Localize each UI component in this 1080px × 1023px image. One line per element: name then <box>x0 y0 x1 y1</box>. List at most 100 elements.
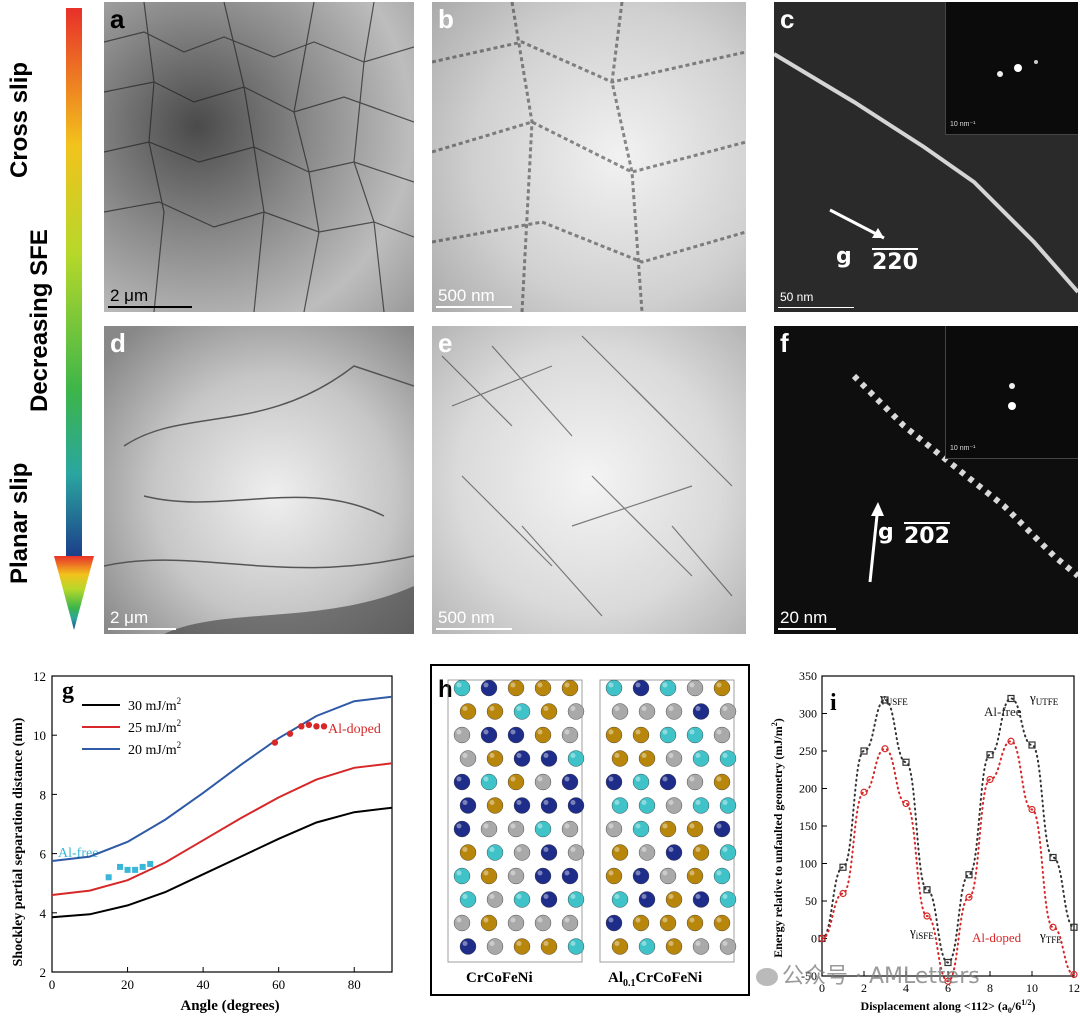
g-marker-al-doped <box>320 723 328 730</box>
panel-d-scalebar <box>108 628 176 630</box>
atom <box>659 914 677 932</box>
g-ytick-label: 6 <box>40 847 47 862</box>
atom <box>659 726 677 744</box>
atom <box>665 938 683 955</box>
crcofeni-caption: CrCoFeNi <box>466 970 533 986</box>
atom <box>611 797 629 814</box>
atom <box>713 726 731 744</box>
i-marker-al-doped <box>839 889 847 898</box>
legend-label-30: 30 mJ/m2 <box>128 696 181 714</box>
atom-highlight <box>614 800 620 805</box>
dislocation-tangle-network <box>432 2 746 312</box>
i-marker-al-doped <box>818 934 826 943</box>
atom-highlight <box>695 753 701 758</box>
atom <box>638 891 656 908</box>
atom <box>540 797 558 814</box>
atom-highlight <box>516 800 522 805</box>
panel-b-image: b 500 nm <box>432 2 746 312</box>
atom-highlight <box>516 894 522 899</box>
atom <box>513 938 531 955</box>
atom <box>638 703 656 720</box>
atom <box>480 914 498 932</box>
atom <box>719 750 737 767</box>
atom <box>638 844 656 861</box>
atom-highlight <box>543 800 549 805</box>
atom <box>692 797 710 814</box>
panel-d-scalebar-label: 2 μm <box>110 608 149 627</box>
panel-c-scalebar-label: 50 nm <box>780 290 814 304</box>
atom-highlight <box>564 682 570 688</box>
panel-c-scalebar <box>778 307 854 308</box>
atom-highlight <box>614 941 620 946</box>
atom <box>665 703 683 720</box>
panel-d-image: d 2 μm <box>104 326 414 634</box>
g-marker-al-free <box>139 863 146 870</box>
panel-c-diffraction-inset: 10 nm⁻¹ <box>945 2 1078 135</box>
atom <box>605 773 623 791</box>
atom-highlight <box>537 823 543 829</box>
atom-highlight <box>662 776 668 782</box>
panel-f-image: 10 nm⁻¹ f g 202 20 nm <box>774 326 1078 634</box>
atom-highlight <box>462 941 468 946</box>
atom <box>692 750 710 767</box>
panel-a-image: a 2 μm <box>104 2 414 312</box>
atom <box>611 703 629 720</box>
wechat-icon <box>756 968 778 986</box>
atom <box>480 867 498 885</box>
atom-highlight <box>543 753 549 758</box>
i-fit-curve-1 <box>821 740 1075 983</box>
atom-highlight <box>510 682 516 688</box>
i-al-doped-annotation: Al-doped <box>972 930 1022 945</box>
g-marker-al-doped <box>305 721 313 729</box>
i-marker-al-free <box>986 751 994 759</box>
atom-highlight <box>543 847 549 852</box>
g-marker-al-doped <box>313 723 320 730</box>
atom <box>459 938 477 955</box>
atom <box>632 773 650 791</box>
atom <box>632 914 650 932</box>
i-marker-al-free <box>1007 694 1015 703</box>
i-ytick-label: 50 <box>805 894 817 908</box>
atom-highlight <box>716 870 722 876</box>
atom-highlight <box>668 847 674 852</box>
atom-highlight <box>564 729 570 735</box>
atom-highlight <box>695 894 701 899</box>
i-ytick-label: 250 <box>799 744 817 758</box>
atom <box>611 938 629 955</box>
i-ytick-label: -50 <box>801 969 817 983</box>
g-plot-frame <box>51 675 393 973</box>
g-marker-al-doped <box>286 730 294 737</box>
atom-highlight <box>456 729 462 735</box>
atom <box>567 938 585 955</box>
atom <box>686 914 704 932</box>
g-xtick-label: 20 <box>121 977 134 992</box>
panel-h-letter: h <box>438 676 453 703</box>
atom-highlight <box>570 847 576 852</box>
g-curve-0 <box>51 806 393 919</box>
atom <box>453 867 471 885</box>
panel-g-ylabel: Shockley partial separation distance (nm… <box>11 717 26 966</box>
atom-highlight <box>716 823 722 829</box>
atom <box>513 750 531 767</box>
dislocation-cell-network <box>104 2 414 312</box>
i-marker-al-doped <box>1070 970 1078 979</box>
atom-highlight <box>564 823 570 829</box>
g-marker-al-free <box>117 863 123 870</box>
g-marker-al-doped <box>271 739 279 746</box>
panel-g-letter: g <box>62 678 74 704</box>
usfe-annotation: γUSFE <box>879 690 908 707</box>
atom-highlight <box>489 706 495 711</box>
sfe-gradient-arrow <box>54 8 94 630</box>
panel-f-diffraction-inset: 10 nm⁻¹ <box>945 326 1078 459</box>
i-marker-al-doped <box>881 745 889 753</box>
atom <box>713 820 731 838</box>
panel-g-legend: 30 mJ/m2 25 mJ/m2 20 mJ/m2 <box>82 696 181 758</box>
i-marker-al-free <box>839 863 847 871</box>
legend-label-25: 25 mJ/m2 <box>128 718 181 736</box>
atom <box>459 891 477 908</box>
atom-highlight <box>462 800 468 805</box>
atom-highlight <box>510 870 516 876</box>
atom <box>659 820 677 838</box>
atom-highlight <box>662 823 668 829</box>
dark-field-dislocation <box>774 52 1078 294</box>
